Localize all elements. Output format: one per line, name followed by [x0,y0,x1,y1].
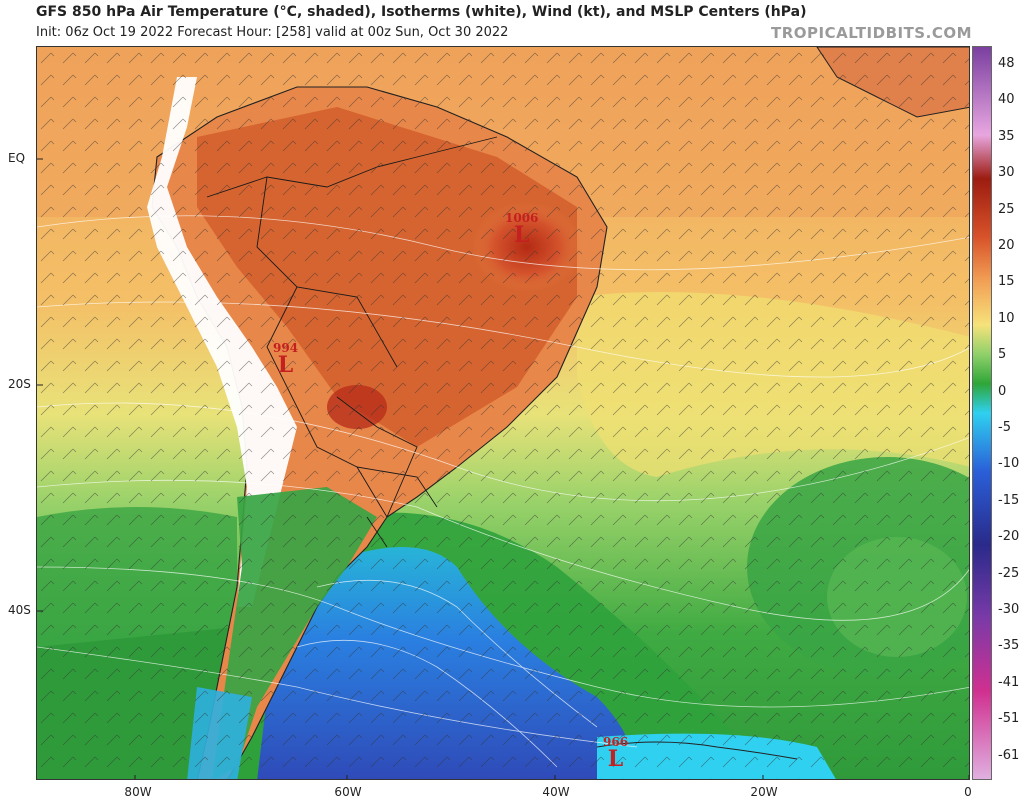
colorbar-tick-label: 25 [998,201,1015,217]
axis-ticks [37,158,969,779]
temperature-colorbar [972,46,992,780]
colorbar-tick-label: 15 [998,274,1015,290]
lon-label-40w: 40W [542,785,570,799]
chart-subtitle: Init: 06z Oct 19 2022 Forecast Hour: [25… [36,25,509,40]
colorbar-tick-label: -5 [998,420,1011,435]
lat-label-eq: EQ [8,151,26,165]
lon-label-20w: 20W [750,785,778,799]
colorbar-tick-label: 35 [998,128,1015,144]
low-pressure-center-966: 966 L [603,735,629,772]
low-pressure-value: 966 [603,735,629,749]
temperature-map: 1006 L 994 L 966 L [36,46,970,780]
low-pressure-symbol: L [277,352,294,378]
colorbar-tick-label: -61 [998,747,1020,763]
colorbar-tick-label: 10 [998,310,1015,326]
wind-barbs [37,47,969,779]
lon-label-60w: 60W [334,785,362,799]
colorbar-tick-label: -30 [998,602,1020,617]
colorbar-tick-label: -35 [998,638,1020,654]
lon-label-80w: 80W [124,785,152,799]
lon-label-0: 0 [964,785,972,799]
colorbar-tick-label: -25 [998,565,1020,581]
chart-title: GFS 850 hPa Air Temperature (°C, shaded)… [36,4,807,20]
low-pressure-value: 1006 [505,211,539,225]
colorbar-tick-label: -10 [998,456,1020,472]
low-pressure-symbol: L [513,222,530,248]
colorbar-tick-label: 20 [998,238,1015,253]
colorbar-tick-label: -51 [998,711,1020,727]
colorbar-tick-label: -20 [998,529,1020,545]
low-pressure-symbol: L [607,746,624,772]
low-pressure-center-1006: 1006 L [505,211,539,248]
colorbar-tick-label: -15 [998,492,1020,508]
colorbar-tick-label: 48 [998,56,1015,71]
colorbar-tick-label: -41 [998,674,1020,690]
colorbar-tick-label: 40 [998,92,1015,108]
colorbar-tick-label: 30 [998,165,1015,181]
lat-label-20s: 20S [8,377,31,391]
brand-watermark: TROPICALTIDBITS.COM [771,24,972,42]
colorbar-tick-label: 5 [998,347,1007,363]
low-pressure-center-994: 994 L [273,341,299,378]
lat-label-40s: 40S [8,603,31,617]
low-pressure-value: 994 [273,341,299,355]
colorbar-tick-label: 0 [998,383,1007,399]
map-canvas [37,47,969,779]
